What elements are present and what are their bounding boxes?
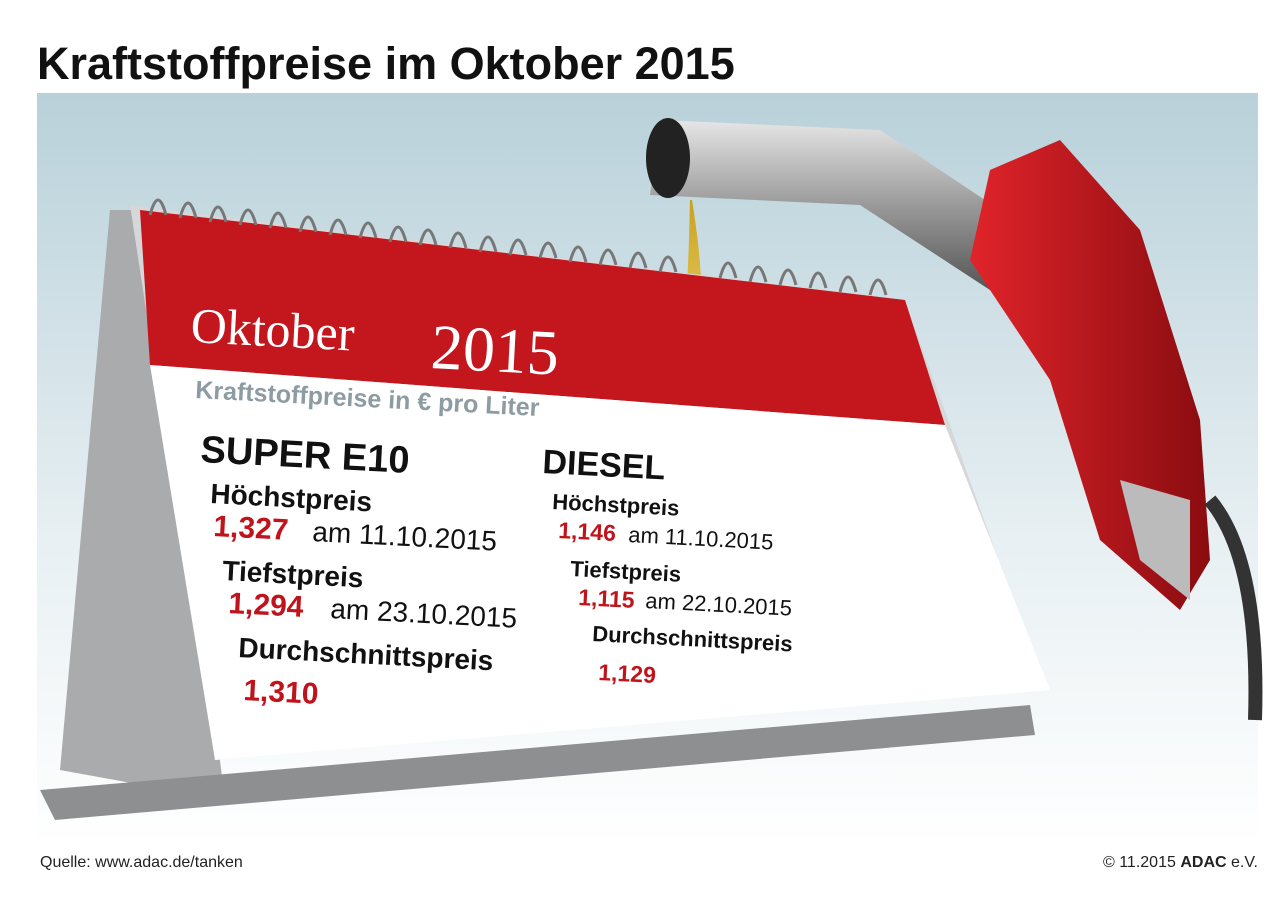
source: Quelle: www.adac.de/tanken [40,854,243,871]
brand: ADAC [1180,854,1227,871]
copyright-date: © 11.2015 [1103,854,1176,871]
price: 1,294 [228,587,305,624]
calendar-year: 2015 [429,311,561,389]
calendar-month: Oktober [189,297,356,362]
price: 1,327 [213,510,290,547]
title: Kraftstoffpreise im Oktober 2015 [37,38,735,89]
price-label: Tiefstpreis [222,555,365,593]
fuel-name: DIESEL [542,443,667,487]
price-label: Tiefstpreis [570,556,682,587]
brand-suffix: e.V. [1231,854,1258,871]
price: 1,115 [578,584,636,613]
price: 1,310 [243,674,320,711]
calendar [40,198,1050,820]
price: 1,146 [558,517,617,546]
copyright: © 11.2015 ADAC e.V. [1103,854,1258,871]
price: 1,129 [598,659,657,688]
